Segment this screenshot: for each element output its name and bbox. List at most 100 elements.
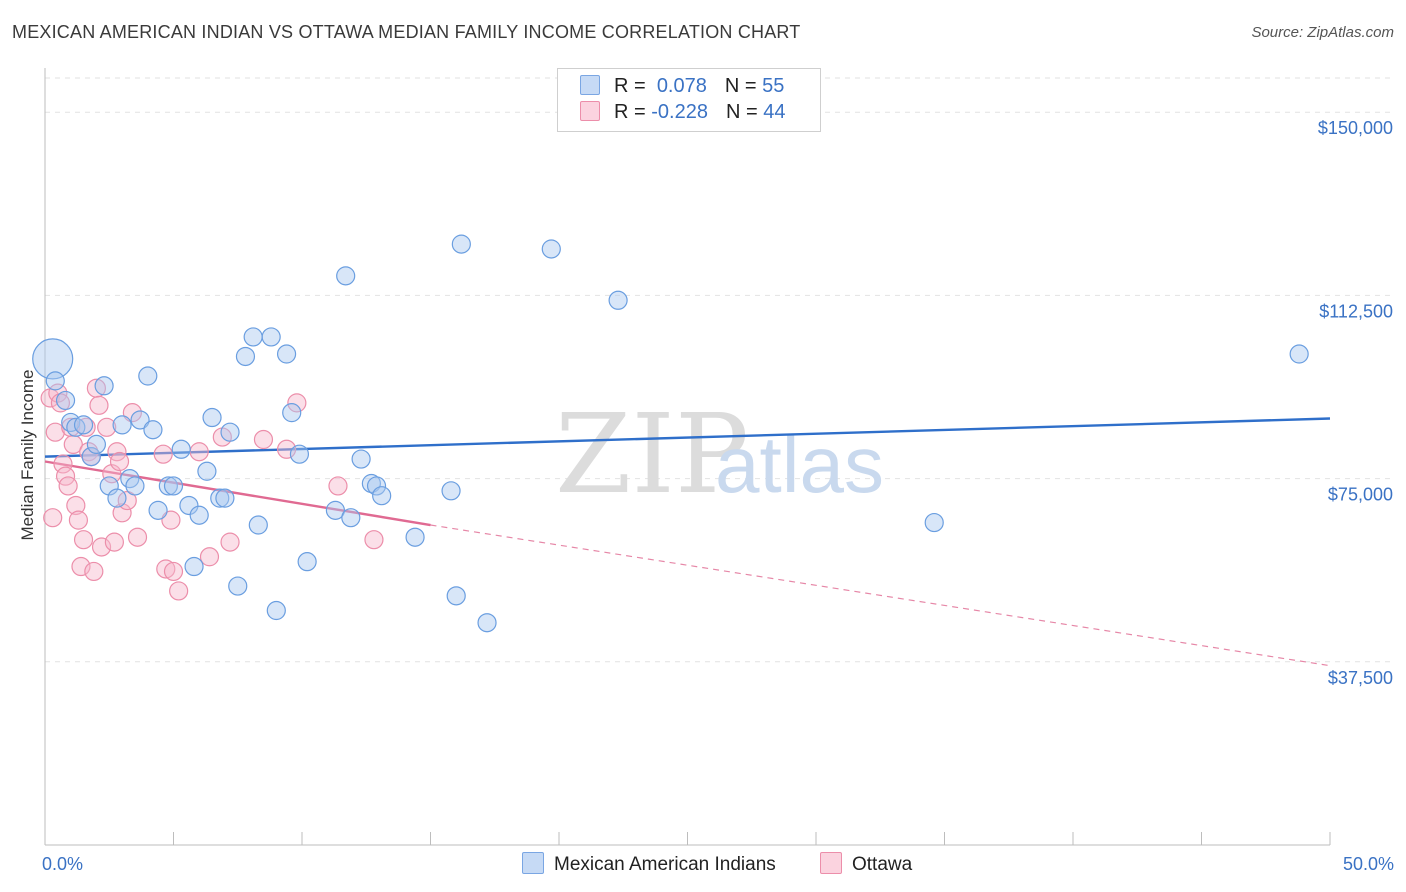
point-mexican-american-indians-30 [235, 346, 256, 367]
point-ottawa-33 [189, 442, 209, 462]
point-mexican-american-indians-47 [441, 481, 461, 501]
point-ottawa-9 [66, 495, 86, 516]
legend-r-label: R = [614, 75, 646, 97]
y-axis-label: Median Family Income [18, 369, 37, 540]
legend-swatch-blue [580, 75, 600, 95]
point-ottawa-10 [68, 510, 89, 530]
point-mexican-american-indians-48 [446, 586, 466, 606]
series-legend-mexican-american-indians: Mexican American Indians [522, 852, 776, 876]
legend-row-ottawa: R = -0.228 N = 44 [580, 101, 785, 127]
point-mexican-american-indians-24 [197, 461, 217, 481]
legend-n-label: N = [725, 101, 758, 123]
source-note: Source: ZipAtlas.com [1251, 24, 1394, 41]
point-mexican-american-indians-50 [477, 613, 497, 633]
y-tick-labels: $37,500 $75,000 $112,500 $150,000 [1318, 118, 1393, 688]
data-points [32, 234, 1309, 633]
point-ottawa-11 [71, 556, 91, 577]
point-mexican-american-indians-42 [351, 449, 371, 469]
point-mexican-american-indians-44 [366, 476, 387, 496]
y-tick-label-3: $150,000 [1318, 118, 1393, 138]
chart-title: MEXICAN AMERICAN INDIAN VS OTTAWA MEDIAN… [12, 22, 801, 42]
grid-lines [45, 77, 1395, 663]
trend-line-1 [44, 460, 431, 527]
point-ottawa-36 [220, 532, 240, 552]
point-ottawa-42 [43, 508, 63, 528]
legend-r-value: -0.228 [651, 101, 708, 123]
point-mexican-american-indians-51 [541, 239, 561, 259]
point-ottawa-4 [53, 454, 73, 474]
series-swatch-pink [820, 852, 842, 874]
point-ottawa-39 [287, 393, 307, 413]
legend-swatch-pink [580, 101, 600, 121]
point-ottawa-6 [58, 476, 78, 496]
point-ottawa-19 [97, 417, 117, 437]
point-ottawa-26 [122, 403, 142, 423]
y-tick-label-2: $112,500 [1319, 301, 1393, 321]
watermark-zip: ZIP [555, 390, 749, 518]
watermark: ZIP atlas [555, 390, 884, 518]
stats-legend: R = 0.078 N = 55 R = -0.228 N = 44 [557, 68, 821, 132]
point-ottawa-24 [112, 503, 132, 523]
point-mexican-american-indians-25 [202, 407, 222, 428]
legend-r-label: R = [614, 101, 646, 123]
point-mexican-american-indians-19 [163, 476, 184, 496]
point-mexican-american-indians-23 [189, 505, 209, 525]
point-ottawa-15 [84, 561, 104, 582]
point-mexican-american-indians-15 [138, 366, 158, 386]
point-ottawa-41 [364, 530, 384, 550]
point-ottawa-27 [127, 527, 148, 547]
point-mexican-american-indians-17 [148, 500, 168, 520]
point-ottawa-28 [153, 444, 173, 464]
point-ottawa-30 [161, 510, 181, 530]
point-mexican-american-indians-9 [99, 476, 119, 496]
point-mexican-american-indians-4 [66, 417, 86, 437]
legend-n-value: 55 [762, 75, 785, 97]
point-mexican-american-indians-53 [924, 512, 944, 533]
point-mexican-american-indians-6 [81, 447, 101, 467]
series-legend-ottawa: Ottawa [820, 852, 912, 876]
point-ottawa-23 [109, 451, 130, 472]
legend-r-value: 0.078 [656, 75, 707, 97]
point-mexican-american-indians-52 [608, 290, 628, 310]
point-mexican-american-indians-8 [94, 376, 114, 396]
point-ottawa-18 [91, 537, 112, 557]
point-ottawa-21 [104, 532, 124, 552]
point-mexican-american-indians-46 [405, 527, 425, 547]
x-tick-labels: 0.0% 50.0% [42, 854, 1394, 874]
point-mexican-american-indians-16 [143, 420, 163, 440]
series-label: Ottawa [852, 854, 913, 875]
point-mexican-american-indians-38 [297, 552, 317, 572]
point-ottawa-31 [163, 561, 184, 582]
point-mexican-american-indians-28 [220, 422, 240, 442]
point-ottawa-1 [45, 422, 65, 442]
trend-extension-1 [430, 524, 1331, 667]
point-ottawa-40 [328, 476, 348, 496]
point-mexican-american-indians-41 [341, 508, 361, 528]
point-mexican-american-indians-2 [55, 390, 76, 411]
point-mexican-american-indians-13 [125, 476, 145, 496]
point-mexican-american-indians-49 [451, 234, 471, 254]
x-tick-label-0: 0.0% [42, 854, 83, 874]
point-mexican-american-indians-32 [248, 515, 268, 535]
point-ottawa-17 [89, 395, 109, 415]
point-ottawa-37 [253, 429, 274, 450]
x-tick-label-1: 50.0% [1343, 854, 1394, 874]
series-label: Mexican American Indians [554, 854, 776, 875]
series-legend: Mexican American Indians Ottawa [0, 852, 1406, 878]
point-mexican-american-indians-31 [243, 327, 263, 347]
point-mexican-american-indians-37 [289, 444, 310, 464]
point-mexican-american-indians-0 [32, 338, 74, 380]
point-mexican-american-indians-34 [266, 600, 286, 621]
point-mexican-american-indians-36 [282, 403, 302, 423]
point-mexican-american-indians-45 [372, 486, 392, 506]
point-mexican-american-indians-5 [73, 415, 94, 435]
point-ottawa-12 [76, 417, 96, 437]
point-ottawa-3 [50, 393, 71, 413]
point-ottawa-34 [199, 547, 220, 567]
series-swatch-blue [522, 852, 544, 874]
legend-n-label: N = [724, 75, 757, 97]
point-mexican-american-indians-18 [158, 476, 178, 496]
point-mexican-american-indians-22 [184, 556, 204, 577]
legend-row-mexican-american-indians: R = 0.078 N = 55 [580, 75, 784, 101]
